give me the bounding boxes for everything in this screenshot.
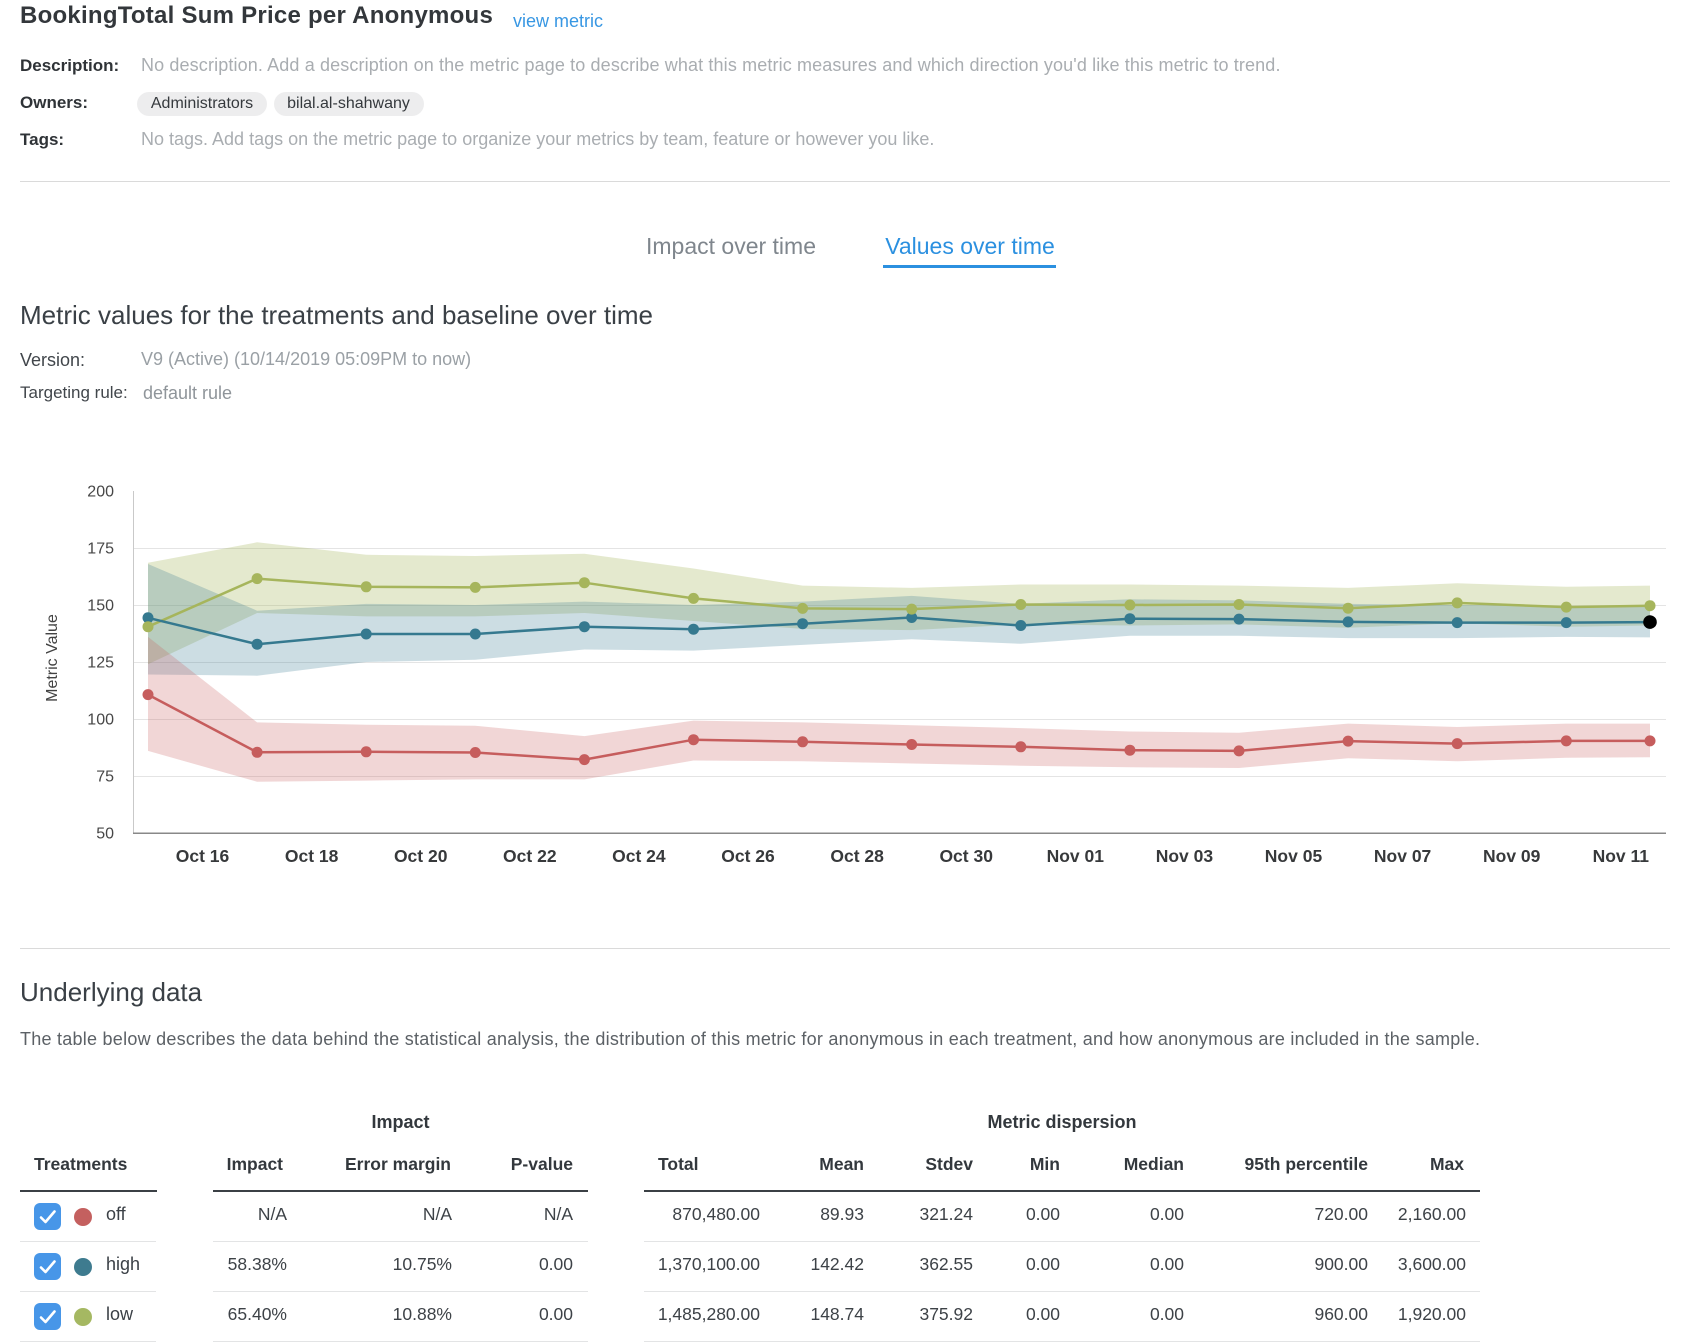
svg-text:Oct 22: Oct 22 bbox=[503, 846, 557, 866]
svg-text:Nov 05: Nov 05 bbox=[1265, 846, 1323, 866]
svg-text:Nov 01: Nov 01 bbox=[1047, 846, 1105, 866]
svg-text:Metric Value: Metric Value bbox=[44, 614, 61, 702]
svg-text:Oct 30: Oct 30 bbox=[939, 846, 993, 866]
svg-text:Nov 07: Nov 07 bbox=[1374, 846, 1431, 866]
svg-text:Nov 09: Nov 09 bbox=[1483, 846, 1541, 866]
svg-text:50: 50 bbox=[96, 826, 114, 843]
svg-text:75: 75 bbox=[96, 769, 114, 786]
svg-text:Oct 16: Oct 16 bbox=[176, 846, 230, 866]
svg-text:125: 125 bbox=[87, 655, 114, 672]
svg-text:175: 175 bbox=[87, 541, 114, 558]
svg-text:150: 150 bbox=[87, 598, 114, 615]
svg-text:Oct 24: Oct 24 bbox=[612, 846, 666, 866]
svg-text:Nov 03: Nov 03 bbox=[1156, 846, 1214, 866]
svg-text:100: 100 bbox=[87, 712, 114, 729]
svg-text:Oct 28: Oct 28 bbox=[830, 846, 884, 866]
svg-text:Nov 11: Nov 11 bbox=[1593, 846, 1650, 866]
svg-text:Oct 26: Oct 26 bbox=[721, 846, 775, 866]
svg-text:Oct 18: Oct 18 bbox=[285, 846, 339, 866]
svg-text:Oct 20: Oct 20 bbox=[394, 846, 448, 866]
svg-text:200: 200 bbox=[87, 484, 114, 501]
